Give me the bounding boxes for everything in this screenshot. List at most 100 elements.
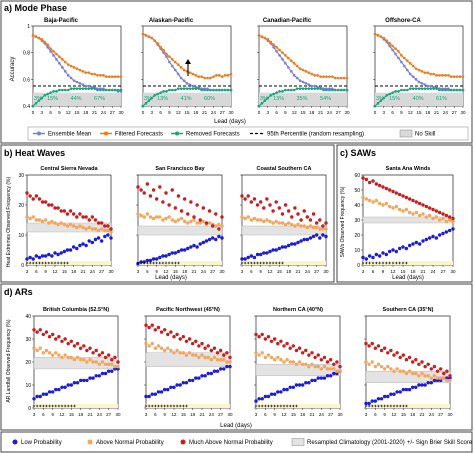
subplot-d1-ytick-label: 30	[25, 337, 31, 343]
legend-filtered-marker	[104, 131, 108, 136]
subplot-a2-series-2-point	[188, 87, 192, 90]
subplot-b2-xtick-label: 24	[201, 269, 207, 274]
subplot-d3-series-2-point	[272, 337, 277, 341]
subplot-b1-xtick-label: 15	[62, 269, 68, 274]
subplot-d3-series-1-point	[266, 353, 271, 357]
subplot-b1-series-1-point	[96, 228, 101, 233]
subplot-d3-series-1-point	[254, 351, 258, 355]
subplot-a1-ytick-label: 0.4	[23, 104, 30, 110]
subplot-d3-series-0-point	[307, 381, 311, 385]
subplot-a3-series-2-point	[325, 88, 328, 92]
subplot-d3-series-2-point	[328, 358, 333, 362]
legend-removed-marker	[175, 131, 179, 136]
subplot-d2-series-1-point	[178, 351, 182, 355]
subplot-d2-series-0-point	[209, 371, 214, 376]
subplot-a3-pct-label: 13%	[273, 96, 284, 102]
subplot-c1-series-2-point	[414, 200, 419, 204]
subplot-b1-series-0-point	[68, 248, 73, 252]
subplot-b3-series-1-point	[271, 221, 275, 225]
subplot-c1-xtick-label: 12	[390, 269, 396, 274]
subplot-b1-series-0-point	[62, 249, 67, 254]
subplot-d2-series-2-point	[175, 332, 179, 337]
subplot-a4-series-2-point	[455, 88, 459, 92]
subplot-b1-ytick-label: 0	[21, 263, 24, 269]
subplot-d4-series-2-point	[423, 364, 427, 369]
subplot-a2-series-1-point	[176, 63, 180, 66]
subplot-b1-series-2-point	[81, 215, 85, 219]
subplot-d2-xtick-label: 30	[227, 412, 233, 417]
subplot-a2-series-1-point	[215, 74, 218, 77]
subplot-a1-series-0-point	[72, 79, 76, 82]
subplot-b3-series-2-point	[280, 212, 285, 216]
subplot-d4-series-1-point	[445, 378, 449, 383]
subplot-d3-series-0-point	[279, 390, 283, 394]
subplot-a3-series-0-point	[287, 66, 290, 69]
subplot-d3-series-2-point	[332, 362, 336, 366]
subplot-d1-series-1-point	[91, 360, 95, 364]
subplot-a4-series-1-point	[432, 72, 435, 76]
subplot-a3-xtick-label: 24	[327, 110, 333, 115]
subplot-d2-series-0-point	[175, 383, 179, 387]
subplot-b2-series-0-point	[220, 236, 224, 240]
subplot-d1-series-2-point	[54, 337, 58, 341]
subplot-d2-series-0-point	[166, 387, 170, 392]
subplot-a4-series-2-point	[376, 102, 380, 105]
subplot-b1-series-1-point	[53, 221, 57, 225]
subplot-a2-arrow-head	[185, 59, 191, 64]
subplot-a1-ytick-label: 0.8	[23, 51, 30, 57]
subplot-a1-xtick-label: 21	[92, 110, 98, 115]
subplot-a2-series-0-point	[185, 82, 189, 85]
subplot-b1-series-2-point	[106, 224, 110, 228]
subplot-b3-series-2-point	[299, 218, 303, 222]
subplot-d4-series-1-point	[410, 371, 415, 376]
subplot-c1-series-0-point	[391, 248, 395, 252]
subplot-d1-series-2-point	[38, 328, 42, 332]
subplot-d2-series-0-point	[225, 364, 229, 369]
subplot-b3-series-1-point	[324, 227, 328, 231]
subplot-d4-series-2-point	[407, 355, 412, 360]
subplot-a2-series-0-point	[162, 51, 165, 54]
subplot-b2-series-2-point	[161, 200, 165, 204]
subplot-a1-series-1-point	[49, 47, 52, 50]
subplot-d2-series-0-point	[218, 367, 223, 371]
subplot-d3-series-0-point	[269, 392, 274, 396]
subplot-c1-series-1-point	[361, 195, 365, 200]
subplot-d4-series-1-point	[398, 369, 402, 373]
subplot-c1-series-0-point	[421, 239, 425, 243]
subplot-a3-series-0-point	[272, 46, 275, 49]
subplot-a4-series-0-point	[388, 44, 391, 48]
subplot-b3-series-0-point	[249, 254, 254, 258]
subplot-d3-series-2-point	[285, 341, 289, 346]
subplot-d1-series-1-point	[78, 358, 83, 362]
subplot-a3-series-1-point	[278, 48, 281, 52]
subplot-a2-series-1-point	[173, 60, 177, 64]
subplot-d3-series-0-point	[272, 392, 277, 396]
subplot-b3-series-2-point	[277, 206, 282, 210]
subplot-a4-series-1-point	[408, 62, 412, 65]
subplot-a4-series-1-point	[417, 68, 421, 72]
subplot-d3-xtick-label: 6	[264, 412, 267, 417]
subplot-b2-series-2-point	[195, 203, 199, 207]
subplot-a3-series-1-point	[281, 51, 284, 54]
legend-p95-label: 95th Percentile (random resampling)	[267, 132, 364, 138]
subplot-b1-series-1-point	[34, 218, 39, 222]
panel-b-ylabel: Heat Extremes Observed Frequency (%)	[6, 177, 12, 268]
subplot-d4-series-1-point	[392, 369, 396, 373]
subplot-b2-series-2-point	[136, 185, 140, 189]
subplot-a2-series-1-point	[226, 74, 230, 77]
subplot-a4-series-1-point	[400, 54, 403, 57]
subplot-d4-series-1-point	[414, 371, 418, 376]
subplot-d2-series-0-point	[150, 392, 154, 396]
subplot-d1-series-2-point	[60, 339, 64, 343]
subplot-c1-bss-strip	[363, 261, 453, 265]
panel-a-ylabel: Accuracy	[10, 57, 16, 82]
subplot-d1-series-1-point	[110, 362, 114, 366]
subplot-d1-series-2-point	[88, 346, 92, 350]
subplot-d1-series-1-point	[88, 358, 92, 362]
subplot-d1-series-1-point	[50, 353, 55, 357]
subplot-d3-series-1-point	[260, 351, 264, 355]
subplot-c1-ytick-label: 60	[354, 173, 360, 179]
subplot-a4-series-0-point	[400, 60, 403, 64]
subplot-d3-series-1-point	[307, 364, 311, 369]
subplot-a4-series-1-point	[452, 75, 456, 78]
